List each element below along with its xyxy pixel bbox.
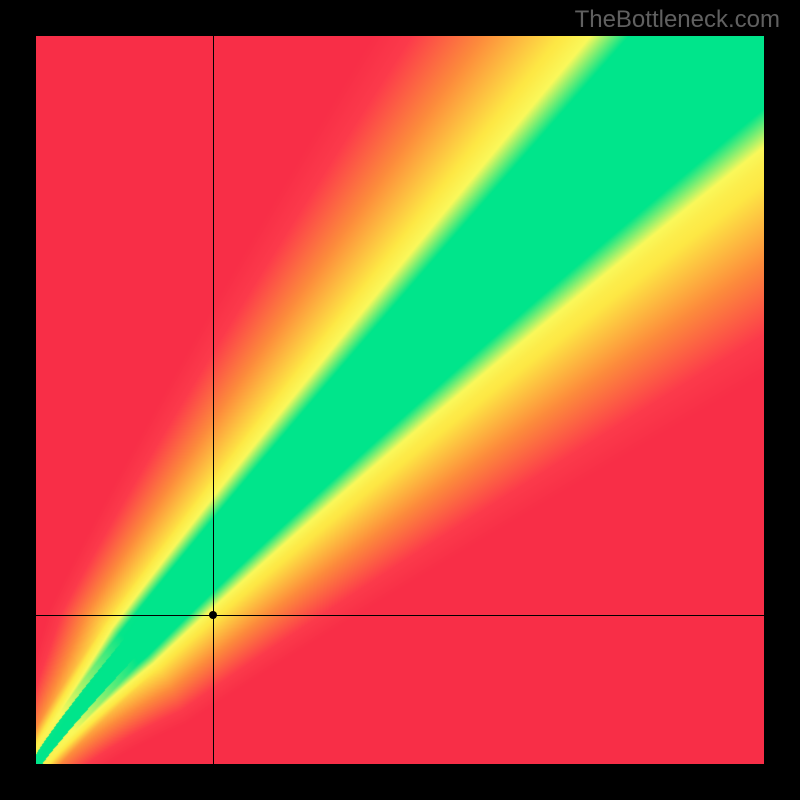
- watermark-text: TheBottleneck.com: [575, 6, 780, 34]
- heatmap-plot-area: [36, 36, 764, 764]
- crosshair-vertical: [213, 36, 214, 764]
- crosshair-horizontal: [36, 615, 764, 616]
- heatmap-canvas: [36, 36, 764, 764]
- data-point-marker: [209, 611, 217, 619]
- chart-container: TheBottleneck.com: [0, 0, 800, 800]
